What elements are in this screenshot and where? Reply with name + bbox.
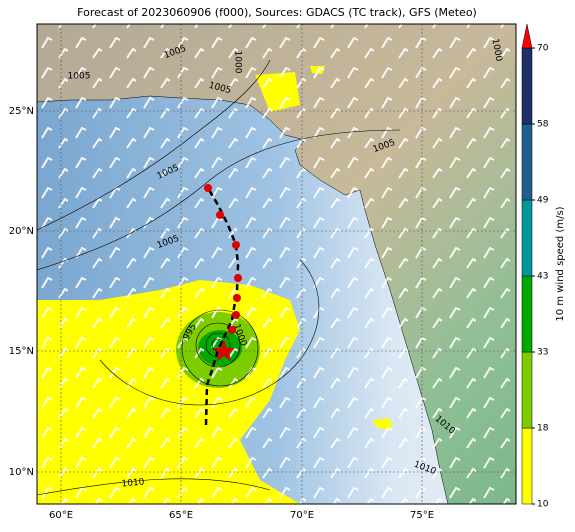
lon-label: 60°E (49, 510, 73, 521)
colorbar-tick-label: 10 (537, 500, 549, 510)
colorbar-segment (521, 427, 533, 505)
tc-track (204, 187, 240, 426)
colorbar-segment (521, 351, 533, 429)
title: Forecast of 2023060906 (f000), Sources: … (77, 6, 477, 19)
wind-barbs (37, 24, 516, 504)
lat-label: 20°N (9, 226, 34, 237)
tc-symbols (204, 184, 242, 361)
map-frame (36, 23, 517, 505)
lat-label: 10°N (9, 467, 34, 478)
colorbar-tick-label: 70 (537, 44, 549, 54)
colorbar-tick-label: 33 (537, 348, 548, 358)
contour-label: 1010 (121, 477, 145, 489)
colorbar-label: 10 m wind speed (m/s) (555, 206, 566, 321)
lon-label: 65°E (169, 510, 193, 521)
contour-label: 1000 (490, 38, 504, 63)
colorbar-segment (521, 47, 533, 125)
colorbar-tick-label: 49 (537, 196, 549, 206)
colorbar-segment (521, 123, 533, 201)
colorbar-tick-label: 43 (537, 272, 548, 282)
colorbar: 10 18 33 43 49 58 70 (521, 23, 549, 510)
colorbar-tick-label: 18 (537, 424, 549, 434)
lat-label: 25°N (9, 106, 34, 117)
contour-label: 1000 (233, 51, 243, 74)
colorbar-segment (521, 275, 533, 353)
isobars (37, 59, 401, 496)
contour-label: 1005 (68, 72, 91, 82)
colorbar-segment (521, 199, 533, 277)
lon-label: 70°E (290, 510, 314, 521)
graticule (37, 24, 516, 504)
lat-label: 15°N (9, 346, 34, 357)
colorbar-extend (521, 23, 533, 49)
colorbar-tick-label: 58 (537, 120, 549, 130)
lon-label: 75°E (410, 510, 434, 521)
